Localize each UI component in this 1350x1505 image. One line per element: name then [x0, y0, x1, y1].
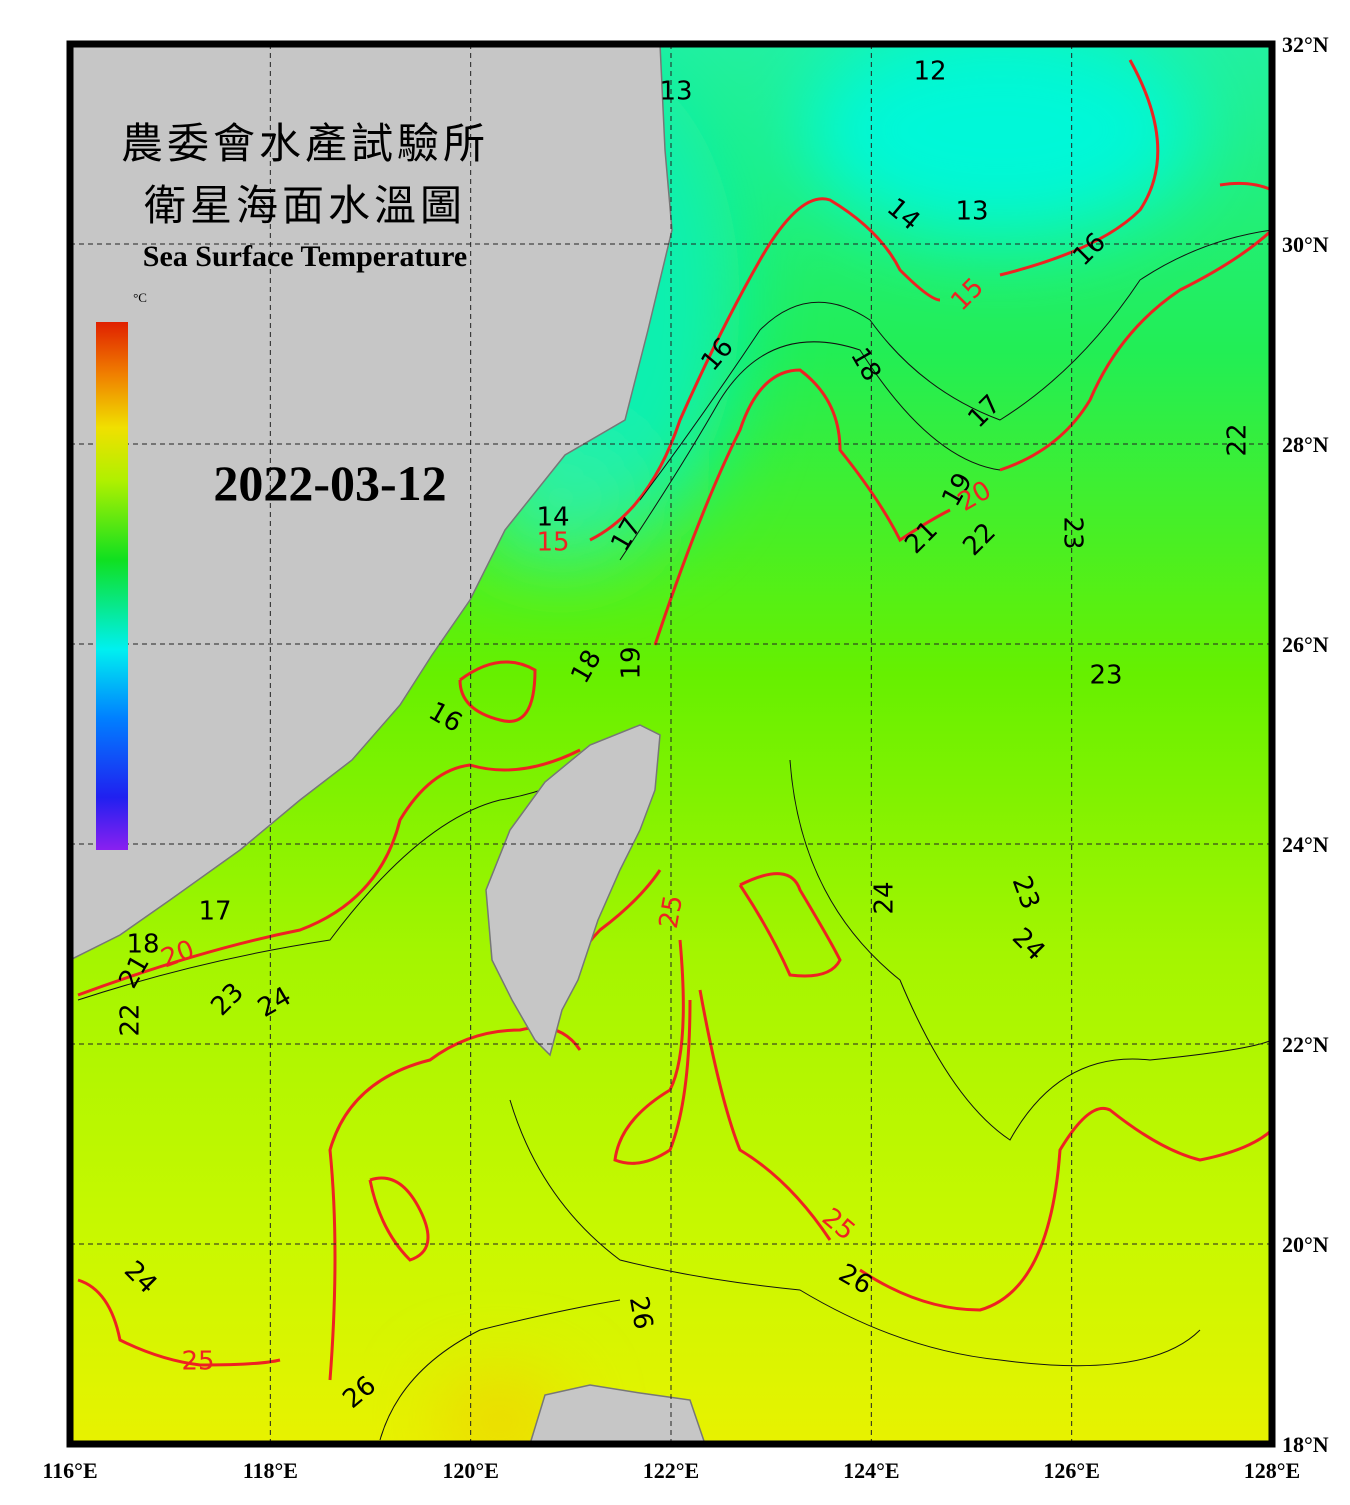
contour-label: 12	[913, 57, 946, 87]
lat-label: 28°N	[1282, 432, 1329, 457]
map-frame	[66, 40, 1276, 1448]
contour-label: 13	[659, 77, 692, 107]
isotherm-lines	[77, 59, 1272, 1381]
title-line: 農委會水產試驗所	[121, 121, 489, 168]
contour-label: 26	[623, 1294, 658, 1332]
land	[70, 44, 706, 1444]
lon-label: 126°E	[1043, 1458, 1099, 1483]
colorbar: °C	[96, 290, 147, 850]
lon-label: 118°E	[243, 1458, 298, 1483]
lat-label: 30°N	[1282, 232, 1329, 257]
contour-label: 17	[198, 897, 231, 927]
lon-label: 124°E	[843, 1458, 899, 1483]
subtitle: Sea Surface Temperature	[143, 240, 467, 273]
title-block: 農委會水產試驗所 衛星海面水溫圖 Sea Surface Temperature…	[121, 121, 489, 511]
graticule	[70, 44, 1272, 1444]
contour-label: 18	[126, 930, 159, 960]
contour-label: 23	[1089, 661, 1122, 691]
date: 2022-03-12	[213, 455, 446, 511]
contour-label: 22	[116, 1003, 146, 1036]
contour-lines	[77, 229, 1272, 1441]
lat-label: 18°N	[1282, 1432, 1329, 1457]
contour-label: 22	[1223, 423, 1253, 456]
lat-label: 24°N	[1282, 832, 1329, 857]
lon-label: 128°E	[1244, 1458, 1300, 1483]
contour-label: 25	[654, 893, 689, 931]
contour-label: 25	[181, 1347, 214, 1377]
axis-labels: 116°E 118°E 120°E 122°E 124°E 126°E 128°E 32°N 3…	[42, 32, 1328, 1483]
contour-label: 13	[955, 197, 988, 227]
contour-label: 23	[1058, 516, 1088, 549]
contour-label: 24	[870, 881, 900, 914]
contour-label: 15	[536, 528, 569, 558]
title-line: 衛星海面水溫圖	[144, 184, 466, 230]
colorbar-unit: °C	[133, 290, 147, 305]
contour-label: 19	[617, 646, 647, 679]
lat-label: 32°N	[1282, 32, 1329, 57]
contour-label: 14	[536, 503, 569, 533]
lon-label: 122°E	[643, 1458, 699, 1483]
colorbar-ramp	[96, 322, 128, 850]
lon-label: 120°E	[442, 1458, 498, 1483]
lat-label: 22°N	[1282, 1032, 1329, 1057]
lon-label: 116°E	[42, 1458, 97, 1483]
lat-label: 26°N	[1282, 632, 1329, 657]
lat-label: 20°N	[1282, 1232, 1329, 1257]
